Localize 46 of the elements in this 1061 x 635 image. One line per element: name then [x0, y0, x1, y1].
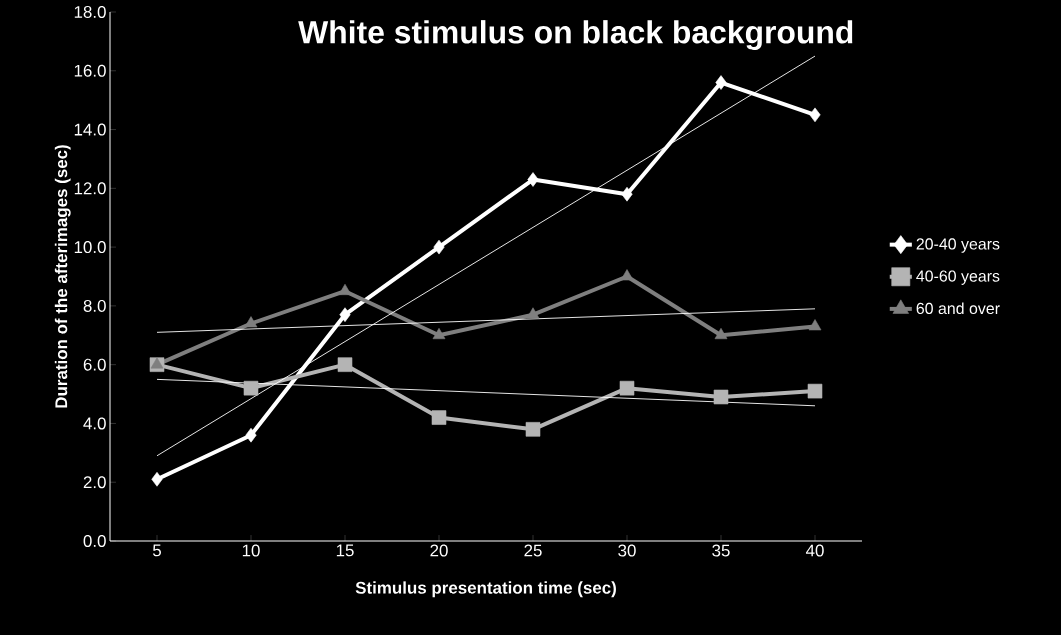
x-tick-label: 10 — [242, 544, 260, 557]
y-tick-label: 8.0 — [83, 299, 106, 312]
point — [807, 383, 823, 399]
x-tick-label: 40 — [805, 544, 824, 557]
x-axis-title: Stimulus presentation time (sec) — [355, 581, 616, 598]
point — [714, 328, 728, 340]
point — [715, 75, 727, 90]
y-tick-label: 6.0 — [83, 358, 106, 371]
legend-label: 40-60 years — [916, 270, 1000, 285]
point — [431, 410, 447, 425]
y-tick-label: 4.0 — [83, 417, 106, 430]
point — [527, 172, 539, 187]
x-tick-label: 35 — [712, 544, 730, 557]
point — [619, 380, 635, 396]
y-axis-title: Duration of the afterimages (sec) — [54, 145, 71, 408]
point — [338, 283, 352, 295]
point — [151, 472, 163, 487]
point — [433, 239, 445, 255]
point — [432, 328, 446, 340]
point — [525, 422, 541, 437]
point — [244, 316, 258, 328]
y-tick-label: 0.0 — [83, 535, 106, 547]
y-tick-label: 10.0 — [74, 241, 106, 254]
chart-title: White stimulus on black background — [298, 20, 853, 50]
point — [245, 427, 257, 443]
y-tick-label: 18.0 — [74, 5, 106, 18]
y-tick-label: 2.0 — [83, 476, 106, 489]
point — [337, 357, 353, 372]
point — [526, 307, 540, 319]
y-tick-label: 16.0 — [74, 64, 106, 77]
point — [809, 107, 821, 123]
x-tick-label: 25 — [524, 544, 542, 557]
x-tick-label: 20 — [430, 544, 448, 557]
x-tick-label: 5 — [152, 544, 161, 557]
point — [621, 186, 633, 202]
point — [339, 307, 351, 322]
x-tick-label: 30 — [618, 544, 636, 557]
x-tick-label: 15 — [336, 544, 354, 557]
point — [243, 380, 259, 396]
legend-label: 60 and over — [916, 302, 1000, 315]
y-tick-label: 14.0 — [74, 123, 106, 136]
point — [620, 269, 634, 281]
legend-label: 20-40 years — [916, 238, 1000, 253]
point — [808, 319, 822, 331]
point — [713, 389, 729, 405]
y-tick-label: 12.0 — [74, 182, 106, 195]
